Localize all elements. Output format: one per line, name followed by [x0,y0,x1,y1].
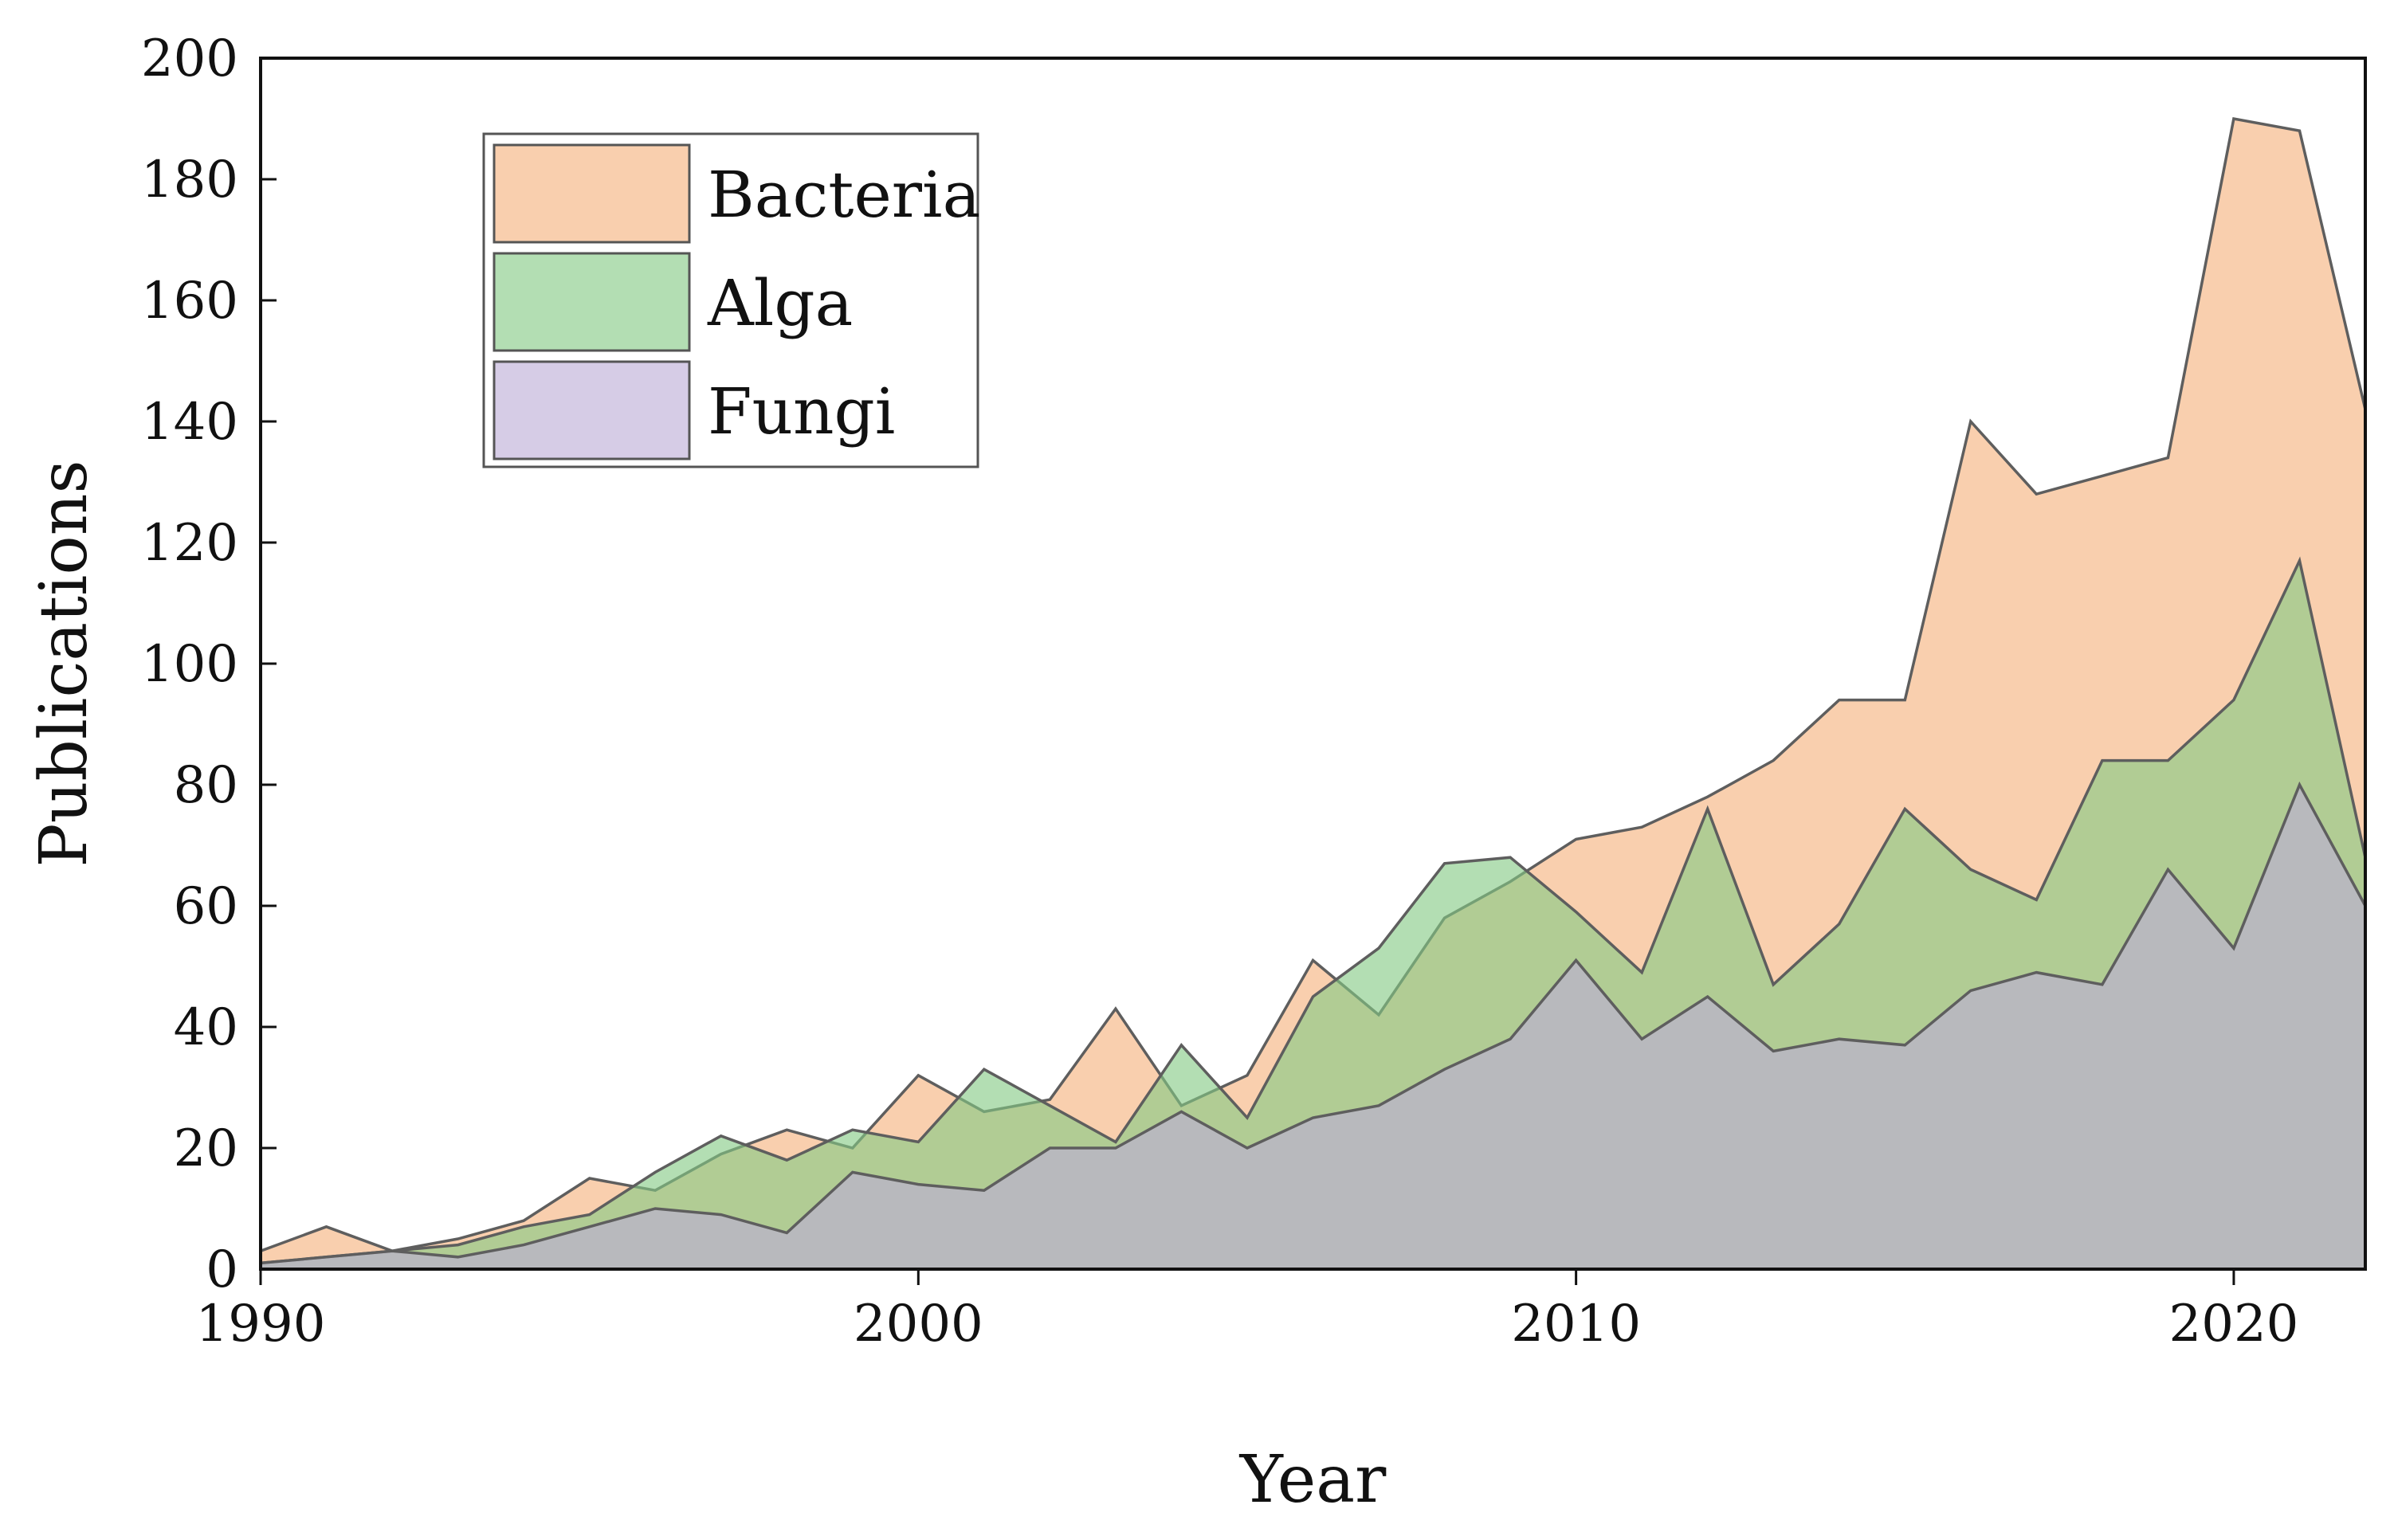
y-tick-label: 0 [206,1240,238,1299]
legend-swatch-fungi [493,360,691,460]
y-tick-label: 200 [141,29,238,88]
x-tick-label: 2010 [1511,1295,1641,1354]
area-series-group [259,116,2367,1271]
y-tick-label: 60 [174,877,238,936]
x-axis-label: Year [1239,1442,1387,1518]
x-tick-label: 1990 [196,1295,326,1354]
area-fungi [259,781,2367,1271]
y-axis-label: Publications [26,460,102,867]
legend-label-fungi: Fungi [708,374,895,449]
axis-ticks-group: 0 20 40 60 80 100 120 140 160 180 200 1990 2000 2010 2… [141,29,2299,1354]
y-tick-label: 180 [141,151,238,210]
y-tick-label: 40 [174,998,238,1057]
legend-label-alga: Alga [707,266,853,340]
legend: Bacteria Alga Fungi [482,132,980,468]
y-tick-label: 140 [141,393,238,452]
y-tick-label: 80 [174,756,238,815]
legend-label-bacteria: Bacteria [708,158,980,232]
y-tick-label: 160 [141,272,238,331]
y-tick-label: 120 [141,514,238,573]
legend-swatch-bacteria [493,143,691,244]
legend-swatch-alga [493,252,691,352]
x-tick-label: 2000 [854,1295,983,1354]
x-tick-label: 2020 [2169,1295,2299,1354]
y-tick-label: 100 [141,635,238,694]
y-tick-label: 20 [174,1119,238,1178]
